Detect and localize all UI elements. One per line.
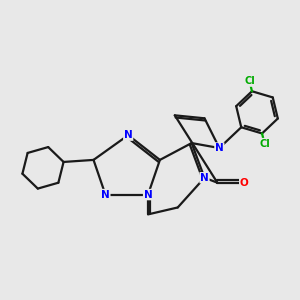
Text: N: N (101, 190, 110, 200)
Text: O: O (240, 178, 248, 188)
Text: N: N (215, 143, 224, 153)
Text: N: N (124, 130, 133, 140)
Text: N: N (200, 173, 209, 183)
Text: Cl: Cl (259, 139, 270, 148)
Text: N: N (144, 190, 152, 200)
Text: Cl: Cl (244, 76, 255, 86)
